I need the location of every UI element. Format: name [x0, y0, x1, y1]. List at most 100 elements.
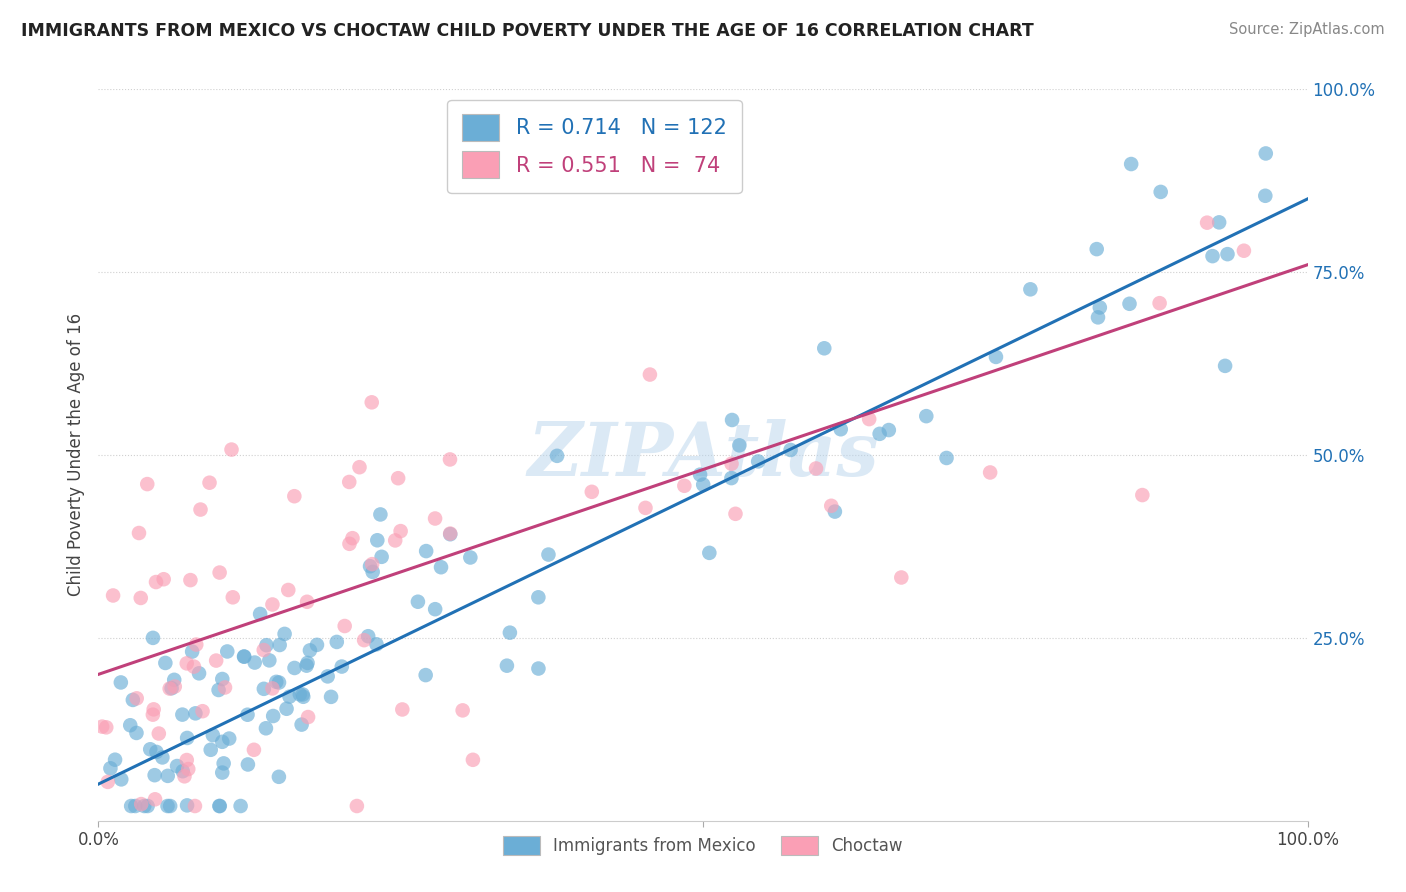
Point	[236, 757, 259, 772]
Point	[361, 565, 384, 579]
Point	[370, 508, 392, 522]
Point	[266, 674, 288, 689]
Point	[205, 654, 228, 668]
Point	[353, 633, 375, 648]
Legend: Immigrants from Mexico, Choctaw: Immigrants from Mexico, Choctaw	[495, 828, 911, 863]
Point	[163, 673, 186, 687]
Point	[125, 726, 148, 740]
Point	[319, 690, 342, 704]
Point	[166, 759, 188, 773]
Point	[176, 657, 198, 671]
Point	[333, 619, 356, 633]
Point	[1130, 488, 1153, 502]
Point	[148, 726, 170, 740]
Point	[184, 706, 207, 721]
Point	[1233, 244, 1256, 258]
Point	[254, 721, 277, 735]
Point	[125, 691, 148, 706]
Point	[295, 595, 318, 609]
Point	[357, 629, 380, 643]
Point	[208, 799, 231, 814]
Point	[638, 368, 661, 382]
Point	[366, 533, 388, 548]
Point	[186, 638, 208, 652]
Point	[1088, 301, 1111, 315]
Point	[96, 720, 118, 734]
Point	[136, 799, 159, 814]
Point	[120, 718, 142, 732]
Point	[425, 602, 447, 616]
Point	[267, 770, 290, 784]
Point	[342, 531, 364, 545]
Point	[295, 658, 318, 673]
Point	[935, 450, 957, 465]
Point	[129, 591, 152, 605]
Point	[173, 769, 195, 783]
Point	[291, 688, 314, 702]
Point	[1087, 310, 1109, 325]
Point	[152, 572, 174, 586]
Point	[249, 607, 271, 621]
Point	[346, 799, 368, 814]
Point	[361, 557, 384, 571]
Point	[172, 707, 194, 722]
Point	[720, 457, 742, 471]
Point	[134, 799, 156, 814]
Point	[150, 750, 173, 764]
Point	[423, 511, 446, 525]
Point	[292, 690, 315, 704]
Point	[804, 461, 827, 475]
Point	[724, 507, 747, 521]
Point	[360, 395, 382, 409]
Point	[208, 799, 231, 814]
Point	[207, 683, 229, 698]
Point	[813, 341, 835, 355]
Point	[188, 666, 211, 681]
Point	[1201, 249, 1223, 263]
Point	[699, 546, 721, 560]
Point	[211, 735, 233, 749]
Point	[97, 775, 120, 789]
Point	[259, 653, 281, 667]
Point	[1121, 157, 1143, 171]
Point	[136, 477, 159, 491]
Point	[222, 591, 245, 605]
Point	[233, 649, 256, 664]
Point	[121, 693, 143, 707]
Point	[183, 659, 205, 673]
Point	[1213, 359, 1236, 373]
Point	[391, 702, 413, 716]
Point	[124, 799, 146, 814]
Point	[830, 422, 852, 436]
Y-axis label: Child Poverty Under the Age of 16: Child Poverty Under the Age of 16	[66, 313, 84, 597]
Point	[439, 452, 461, 467]
Point	[384, 533, 406, 548]
Point	[1197, 216, 1219, 230]
Point	[692, 477, 714, 491]
Point	[218, 731, 240, 746]
Point	[1085, 242, 1108, 256]
Point	[120, 799, 142, 814]
Point	[262, 598, 284, 612]
Point	[460, 550, 482, 565]
Point	[330, 659, 353, 673]
Point	[142, 631, 165, 645]
Point	[297, 656, 319, 670]
Point	[233, 649, 256, 664]
Point	[267, 675, 290, 690]
Point	[728, 438, 751, 452]
Point	[537, 548, 560, 562]
Point	[145, 745, 167, 759]
Point	[139, 742, 162, 756]
Point	[721, 413, 744, 427]
Point	[415, 668, 437, 682]
Point	[211, 765, 233, 780]
Point	[129, 797, 152, 811]
Point	[1216, 247, 1239, 261]
Point	[1254, 146, 1277, 161]
Point	[262, 681, 284, 696]
Point	[198, 475, 221, 490]
Point	[451, 703, 474, 717]
Point	[269, 638, 291, 652]
Point	[581, 484, 603, 499]
